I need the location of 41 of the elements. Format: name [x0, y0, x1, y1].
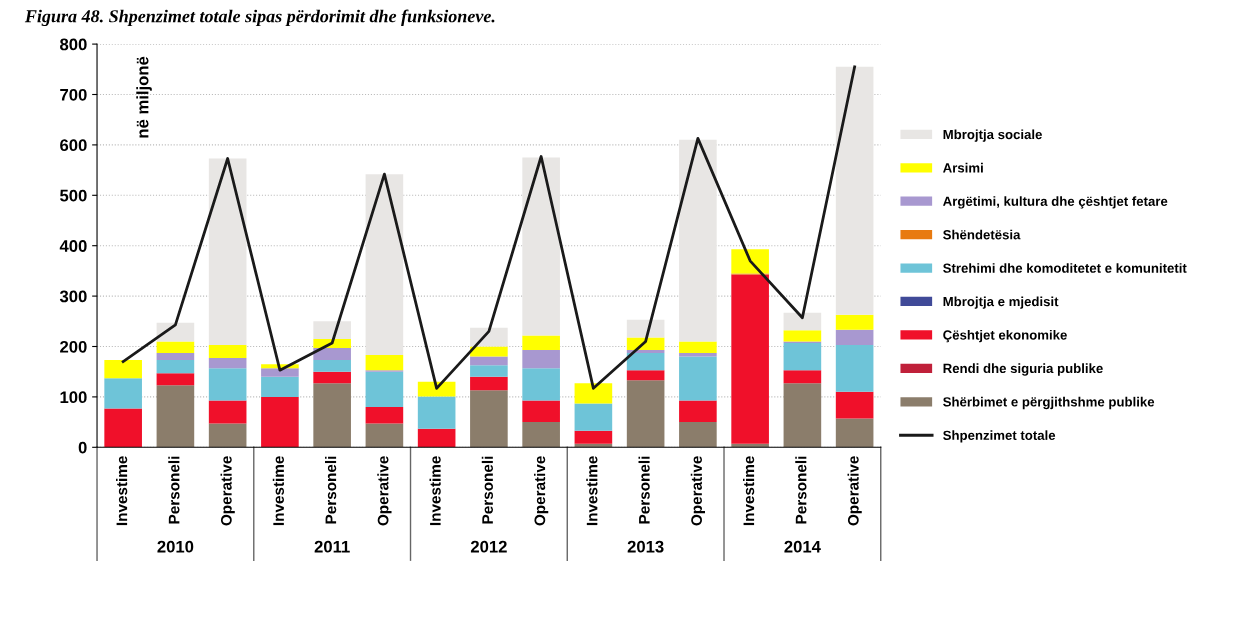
text: 2012	[470, 540, 507, 553]
x-tick-label: Investime	[586, 456, 598, 526]
x-tick-label: Personeli	[168, 456, 180, 524]
legend-label: Mbrojtja sociale	[943, 129, 1042, 142]
x-tick-label: Personeli	[795, 456, 807, 524]
text: 2013	[627, 540, 664, 553]
y-tick-label: 800	[60, 38, 87, 51]
x-tick-label: Personeli	[325, 456, 337, 524]
x-tick-label: Operative	[847, 456, 862, 526]
text: 2011	[314, 540, 350, 553]
y-tick-label: 700	[60, 88, 87, 101]
y-tick-label: 0	[78, 441, 87, 454]
legend-label: Argëtimi, kultura dhe çështjet fetare	[943, 196, 1168, 209]
legend-label: Rendi dhe siguria publike	[943, 363, 1103, 376]
x-tick-label: Personeli	[638, 456, 650, 524]
x-tick-label: Investime	[743, 456, 755, 526]
x-tick-label: Investime	[116, 456, 128, 526]
y-tick-label: 600	[60, 139, 87, 152]
legend-label: Arsimi	[943, 162, 983, 173]
y-axis-title: në miljonë	[136, 56, 152, 138]
text: 2010	[157, 540, 194, 553]
x-tick-label: Operative	[534, 456, 549, 526]
text: 2014	[784, 540, 821, 553]
x-tick-label: Operative	[690, 456, 705, 526]
y-tick-label: 300	[59, 290, 87, 303]
x-tick-label: Operative	[220, 456, 235, 526]
chart-title: Figura 48. Shpenzimet totale sipas përdorimit dhe funksioneve.	[24, 9, 495, 27]
legend-label: Shpenzimet totale	[943, 430, 1056, 443]
legend-label: Shërbimet e përgjithshme publike	[943, 396, 1155, 410]
legend-label: Çështjet ekonomike	[943, 329, 1067, 343]
legend-label: Shëndetësia	[943, 229, 1021, 240]
y-tick-label: 200	[60, 340, 87, 353]
x-tick-label: Investime	[429, 456, 441, 526]
legend-label: Mbrojtja e mjedisit	[943, 296, 1059, 309]
y-tick-label: 400	[59, 240, 87, 252]
y-tick-label: 100	[60, 391, 87, 404]
x-tick-label: Operative	[377, 456, 392, 526]
x-tick-label: Personeli	[481, 456, 493, 524]
y-tick-label: 500	[60, 189, 87, 202]
legend-label: Strehimi dhe komoditetet e komunitetit	[943, 263, 1187, 273]
x-tick-label: Investime	[272, 456, 284, 526]
